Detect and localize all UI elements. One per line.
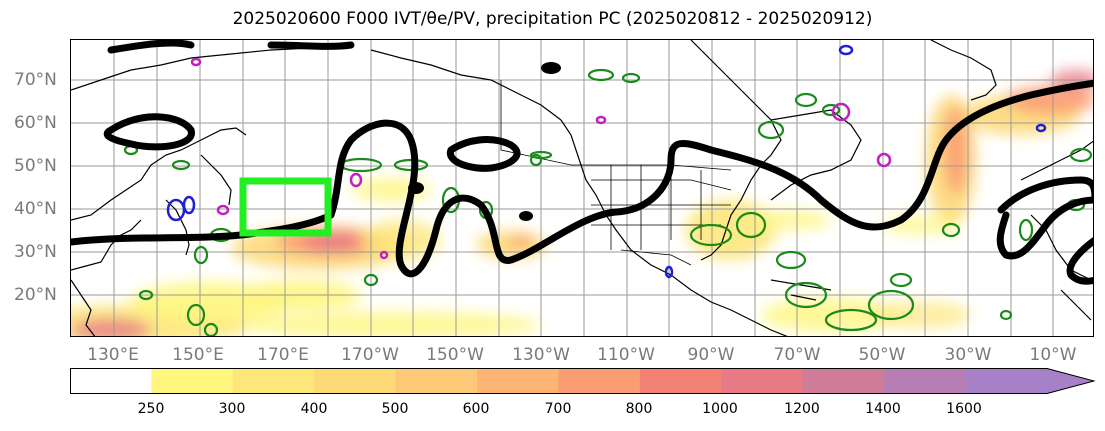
colorbar-label-1400: 1400 [865,401,901,417]
lon-label-30w: 30°W [944,345,992,365]
lon-label-170w: 170°W [341,345,399,365]
colorbar-cell [639,368,722,394]
lat-label-40n: 40°N [14,199,57,219]
lon-label-50w: 50°W [858,345,906,365]
colorbar [70,368,1095,394]
colorbar-cell [477,368,559,394]
lat-label-60n: 60°N [14,113,57,133]
colorbar-cell [558,368,641,394]
graticule [71,40,1093,336]
colorbar-cell [721,368,804,394]
blue-contours [166,44,1047,279]
lon-label-70w: 70°W [773,345,821,365]
lat-label-50n: 50°N [14,156,57,176]
plot-title: 2025020600 F000 IVT/θe/PV, precipitation… [232,9,873,29]
colorbar-label-500: 500 [381,401,409,417]
lon-label-130w: 130°W [512,345,570,365]
map-panel [70,39,1094,337]
lon-label-150w: 150°W [426,345,484,365]
lon-label-150e: 150°E [172,345,224,365]
colorbar-label-700: 700 [544,401,572,417]
colorbar-label-400: 400 [300,401,328,417]
lat-label-30n: 30°N [14,242,57,262]
lon-label-110w: 110°W [597,345,655,365]
colorbar-label-250: 250 [137,401,165,417]
lon-label-130e: 130°E [87,345,139,365]
colorbar-label-600: 600 [462,401,490,417]
lon-label-90w: 90°W [687,345,735,365]
colorbar-label-300: 300 [218,401,246,417]
pv-blobs [408,62,561,221]
magenta-contours [190,57,892,260]
colorbar-cell [965,368,1094,394]
colorbar-cell [884,368,966,394]
colorbar-label-1600: 1600 [946,401,982,417]
colorbar-cell [802,368,885,394]
lon-label-170e: 170°E [257,345,309,365]
colorbar-label-1200: 1200 [784,401,820,417]
colorbar-label-800: 800 [625,401,653,417]
lat-label-70n: 70°N [14,70,57,90]
colorbar-cell [314,368,397,394]
colorbar-label-1000: 1000 [702,401,738,417]
highlight-region-box [239,177,332,237]
lon-label-10w: 10°W [1029,345,1077,365]
ivt-shading [71,70,1093,336]
pv-contours [71,40,1093,285]
colorbar-cell [395,368,478,394]
colorbar-cell [232,368,315,394]
colorbar-cell [151,368,234,394]
lat-label-20n: 20°N [14,285,57,305]
colorbar-cell [70,368,152,394]
